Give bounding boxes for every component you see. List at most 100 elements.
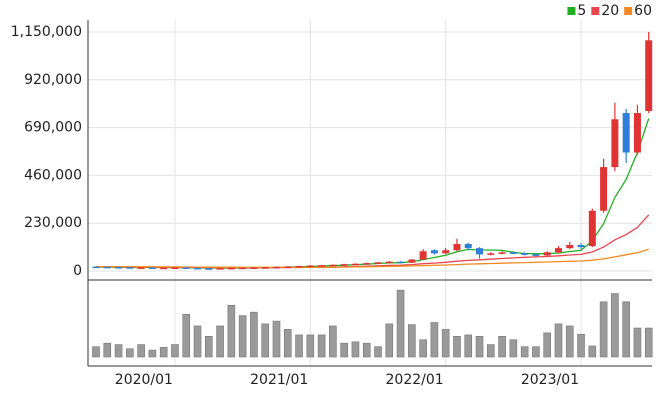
volume-bar — [182, 313, 191, 358]
candle-body — [464, 243, 472, 249]
ma-line — [96, 248, 649, 268]
volume-bar — [92, 346, 100, 358]
legend-label: 20 — [601, 3, 619, 19]
volume-bar — [396, 289, 405, 358]
legend-swatch — [567, 7, 576, 15]
y-tick-label: 1,150,000 — [11, 24, 82, 40]
volume-bar — [543, 332, 552, 358]
y-tick-label: 230,000 — [24, 215, 82, 231]
ma-line — [96, 118, 650, 269]
candle-body — [532, 254, 540, 256]
volume-bar — [453, 335, 461, 358]
volume-bar — [385, 323, 394, 358]
y-tick-label: 460,000 — [24, 167, 82, 183]
candle-body — [182, 267, 190, 269]
candle-body — [430, 250, 438, 254]
x-tick-label: 2022/01 — [386, 372, 444, 388]
volume-bar — [261, 323, 270, 358]
candle-body — [306, 265, 314, 268]
volume-bar — [599, 301, 608, 358]
candle-body — [148, 267, 156, 269]
candle-body — [115, 267, 123, 269]
volume-bar — [486, 344, 495, 358]
candle-body — [216, 268, 224, 270]
candle-body — [194, 267, 202, 270]
volume-bar — [565, 325, 574, 358]
volume-bar — [126, 348, 134, 358]
y-tick-label: 0 — [73, 263, 82, 279]
candle-body — [126, 267, 134, 269]
volume-bar — [238, 315, 247, 358]
candle-body — [272, 266, 280, 269]
volume-bar — [509, 339, 518, 358]
volume-bar — [498, 335, 506, 358]
volume-bar — [216, 325, 224, 358]
candle-body — [521, 253, 529, 255]
candle-body — [363, 263, 371, 265]
volume-bar — [464, 334, 473, 358]
volume-bar — [362, 342, 371, 358]
volume-bar — [430, 322, 439, 358]
x-tick-label: 2020/01 — [115, 372, 173, 388]
volume-bar — [227, 304, 236, 358]
candle-body — [92, 266, 100, 269]
candle-body — [397, 261, 405, 264]
candle-body — [103, 266, 111, 269]
candle-body — [295, 266, 303, 268]
x-tick-label: 2021/01 — [250, 372, 308, 388]
volume-bar — [475, 335, 484, 358]
candle-body — [374, 262, 382, 264]
candle-body — [476, 248, 484, 255]
candle-body — [645, 40, 653, 111]
candle-body — [453, 243, 461, 251]
candle-body — [261, 267, 269, 269]
volume-bar — [329, 325, 337, 358]
volume-bar — [441, 329, 450, 358]
candle-body — [205, 268, 213, 270]
volume-bar — [588, 345, 597, 358]
candle-body — [554, 248, 562, 253]
y-tick-label: 920,000 — [24, 72, 82, 88]
candle-body — [171, 267, 179, 269]
candle-body — [419, 251, 427, 260]
x-tick-label: 2023/01 — [521, 372, 579, 388]
candle-body — [318, 265, 326, 267]
legend-swatch — [591, 7, 600, 15]
candle-body — [239, 267, 247, 270]
volume-bar — [532, 346, 540, 358]
candle-body — [543, 252, 551, 256]
volume-bar — [159, 347, 168, 358]
candle-body — [622, 113, 630, 153]
candle-body — [250, 267, 258, 269]
volume-bar — [283, 329, 292, 358]
candle-body — [385, 261, 393, 264]
candle-body — [442, 250, 450, 254]
legend-label: 5 — [577, 3, 586, 19]
volume-bar — [317, 334, 326, 358]
volume-bar — [622, 301, 630, 358]
volume-bar — [633, 327, 642, 358]
volume-bar — [351, 341, 360, 358]
volume-bar — [340, 342, 348, 358]
volume-bar — [193, 325, 202, 358]
volume-bar — [103, 342, 112, 358]
volume-bar — [171, 344, 179, 358]
volume-bar — [272, 320, 281, 358]
candle-body — [408, 259, 416, 263]
candle-body — [588, 210, 596, 247]
volume-bar — [205, 335, 213, 358]
volume-bar — [419, 339, 427, 358]
candle-body — [498, 252, 506, 254]
legend-label: 60 — [634, 3, 652, 19]
candle-body — [577, 245, 585, 248]
volume-bar — [295, 334, 303, 358]
volume-bar — [374, 346, 382, 358]
volume-bar — [408, 324, 416, 358]
volume-bar — [114, 344, 123, 358]
candle-body — [329, 264, 337, 267]
candle-body — [160, 267, 168, 270]
candle-body — [611, 119, 619, 168]
volume-bar — [554, 323, 563, 358]
candle-body — [340, 264, 348, 266]
